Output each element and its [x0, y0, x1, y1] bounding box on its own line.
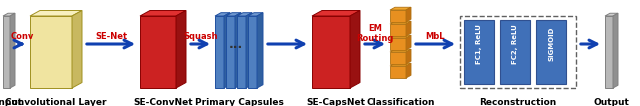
Polygon shape [390, 24, 406, 36]
Polygon shape [215, 13, 230, 16]
Polygon shape [30, 16, 72, 88]
Polygon shape [312, 10, 360, 16]
Text: Input: Input [0, 98, 22, 106]
FancyBboxPatch shape [500, 20, 530, 84]
Polygon shape [406, 35, 411, 50]
Polygon shape [312, 16, 350, 88]
Polygon shape [10, 13, 15, 88]
Polygon shape [30, 10, 82, 16]
FancyBboxPatch shape [536, 20, 566, 84]
Text: FC2, ReLU: FC2, ReLU [512, 24, 518, 64]
Polygon shape [226, 16, 235, 88]
Text: FC1, ReLU: FC1, ReLU [476, 24, 482, 64]
Text: SIGMOID: SIGMOID [548, 27, 554, 61]
Polygon shape [390, 10, 406, 22]
Polygon shape [140, 10, 186, 16]
Polygon shape [140, 16, 176, 88]
Polygon shape [248, 13, 263, 16]
FancyBboxPatch shape [464, 20, 494, 84]
Text: Reconstruction: Reconstruction [479, 98, 557, 106]
Text: SE-Net: SE-Net [95, 32, 127, 41]
Polygon shape [72, 10, 82, 88]
Polygon shape [605, 13, 618, 16]
Polygon shape [406, 63, 411, 78]
Polygon shape [215, 16, 224, 88]
Text: Convolutional Layer: Convolutional Layer [5, 98, 107, 106]
Polygon shape [390, 21, 411, 24]
Polygon shape [390, 52, 406, 64]
Text: Squash: Squash [183, 32, 218, 41]
Text: SE-ConvNet: SE-ConvNet [133, 98, 193, 106]
Polygon shape [226, 13, 241, 16]
Polygon shape [390, 49, 411, 52]
Polygon shape [390, 35, 411, 38]
Text: Primary Capsules: Primary Capsules [195, 98, 284, 106]
Polygon shape [390, 7, 411, 10]
Polygon shape [390, 38, 406, 50]
Text: Classification
Capsules: Classification Capsules [366, 98, 435, 106]
Text: ...: ... [229, 38, 243, 50]
Text: EM
Routing: EM Routing [356, 24, 394, 43]
Text: Output: Output [593, 98, 629, 106]
Polygon shape [224, 13, 230, 88]
Polygon shape [237, 16, 246, 88]
Polygon shape [390, 63, 411, 66]
Polygon shape [176, 10, 186, 88]
Polygon shape [235, 13, 241, 88]
Text: MbL: MbL [426, 32, 445, 41]
Text: Conv: Conv [10, 32, 34, 41]
Polygon shape [406, 21, 411, 36]
Polygon shape [246, 13, 252, 88]
Polygon shape [237, 13, 252, 16]
Polygon shape [390, 66, 406, 78]
Polygon shape [613, 13, 618, 88]
Polygon shape [605, 16, 613, 88]
Polygon shape [406, 7, 411, 22]
Polygon shape [406, 49, 411, 64]
Polygon shape [3, 16, 10, 88]
Polygon shape [3, 13, 15, 16]
Polygon shape [257, 13, 263, 88]
Text: SE-CapsNet: SE-CapsNet [307, 98, 365, 106]
Polygon shape [350, 10, 360, 88]
Polygon shape [248, 16, 257, 88]
